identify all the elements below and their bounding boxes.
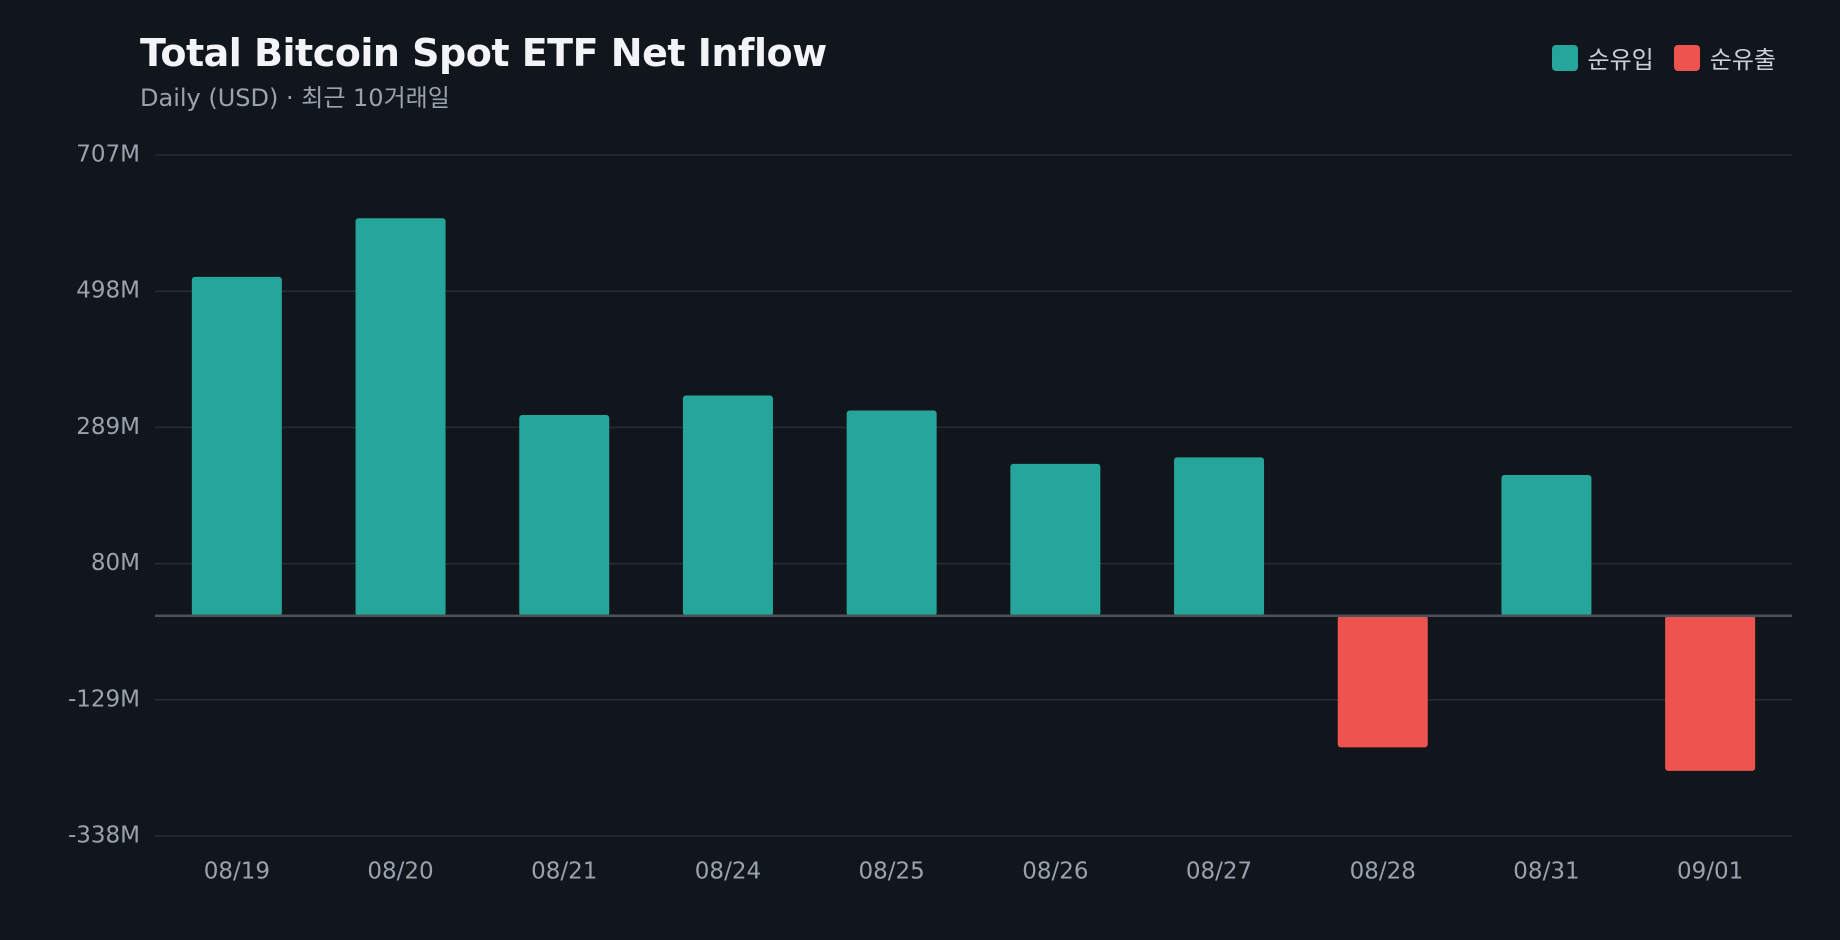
x-tick-label: 08/21 bbox=[531, 859, 597, 885]
y-tick-label: -338M bbox=[68, 823, 140, 849]
y-axis-ticks: 707M 498M 289M 80M -129M -338M bbox=[68, 142, 140, 849]
y-tick-label: 80M bbox=[91, 550, 140, 576]
bar-inflow[interactable] bbox=[1010, 463, 1101, 616]
bars bbox=[191, 218, 1756, 771]
bar-inflow[interactable] bbox=[682, 395, 773, 616]
x-tick-label: 08/31 bbox=[1513, 859, 1579, 885]
x-tick-label: 08/28 bbox=[1350, 859, 1416, 885]
legend: 순유입 순유출 bbox=[1551, 40, 1776, 75]
y-tick-label: 707M bbox=[76, 142, 140, 168]
y-tick-label: 289M bbox=[76, 414, 140, 440]
bar-inflow[interactable] bbox=[191, 276, 282, 616]
chart-header: Total Bitcoin Spot ETF Net Inflow Daily … bbox=[140, 28, 827, 116]
x-tick-label: 08/20 bbox=[367, 859, 433, 885]
bar-inflow[interactable] bbox=[1501, 474, 1592, 616]
bar-outflow[interactable] bbox=[1665, 615, 1756, 771]
chart-subtitle: Daily (USD) · 최근 10거래일 bbox=[140, 84, 450, 112]
y-tick-label: 498M bbox=[76, 278, 140, 304]
x-tick-label: 08/19 bbox=[204, 859, 270, 885]
bar-outflow[interactable] bbox=[1337, 615, 1428, 748]
bar-inflow[interactable] bbox=[846, 410, 937, 616]
x-tick-label: 08/24 bbox=[695, 859, 761, 885]
bar-inflow[interactable] bbox=[1174, 457, 1265, 616]
x-tick-label: 08/26 bbox=[1022, 859, 1088, 885]
legend-item-inflow[interactable]: 순유입 bbox=[1551, 40, 1654, 75]
legend-swatch-outflow bbox=[1673, 44, 1700, 71]
bar-inflow[interactable] bbox=[355, 218, 446, 616]
y-tick-label: -129M bbox=[68, 686, 140, 712]
x-tick-label: 09/01 bbox=[1677, 859, 1743, 885]
x-tick-label: 08/25 bbox=[859, 859, 925, 885]
legend-item-outflow[interactable]: 순유출 bbox=[1673, 40, 1776, 75]
legend-label-inflow: 순유입 bbox=[1587, 46, 1654, 74]
x-tick-label: 08/27 bbox=[1186, 859, 1252, 885]
x-axis-ticks: 08/19 08/20 08/21 08/24 08/25 08/26 08/27 08/28… bbox=[204, 859, 1744, 885]
legend-label-outflow: 순유출 bbox=[1709, 46, 1776, 74]
chart-title: Total Bitcoin Spot ETF Net Inflow bbox=[140, 31, 827, 75]
legend-swatch-inflow bbox=[1551, 44, 1578, 71]
bar-inflow[interactable] bbox=[519, 415, 610, 616]
